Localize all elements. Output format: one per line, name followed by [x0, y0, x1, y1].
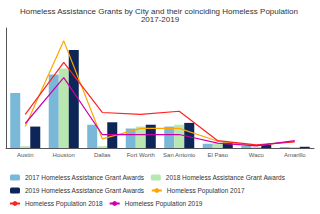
svg-text:2019 Homeless Assistance Grant: 2019 Homeless Assistance Grant Awards	[25, 187, 145, 194]
svg-text:2017-2019: 2017-2019	[141, 15, 180, 24]
svg-text:Houston: Houston	[53, 152, 75, 158]
svg-text:2017 Homeless Assistance Grant: 2017 Homeless Assistance Grant Awards	[25, 174, 145, 181]
svg-text:Homeless Population 2018: Homeless Population 2018	[25, 200, 103, 208]
svg-text:Homeless Population 2017: Homeless Population 2017	[167, 187, 245, 195]
svg-text:Austin: Austin	[17, 152, 34, 158]
svg-text:Amarillo: Amarillo	[284, 152, 306, 158]
svg-text:San Antonio: San Antonio	[163, 152, 196, 158]
svg-text:Fort Worth: Fort Worth	[127, 152, 155, 158]
svg-text:Dallas: Dallas	[94, 152, 111, 158]
svg-text:Waco: Waco	[249, 152, 265, 158]
svg-text:2018 Homeless Assistance Grant: 2018 Homeless Assistance Grant Awards	[166, 174, 286, 181]
svg-text:Homeless Assistance Grants by: Homeless Assistance Grants by City and t…	[19, 6, 301, 16]
svg-text:Homeless Population 2019: Homeless Population 2019	[125, 200, 203, 208]
svg-text:El Paso: El Paso	[207, 152, 228, 158]
